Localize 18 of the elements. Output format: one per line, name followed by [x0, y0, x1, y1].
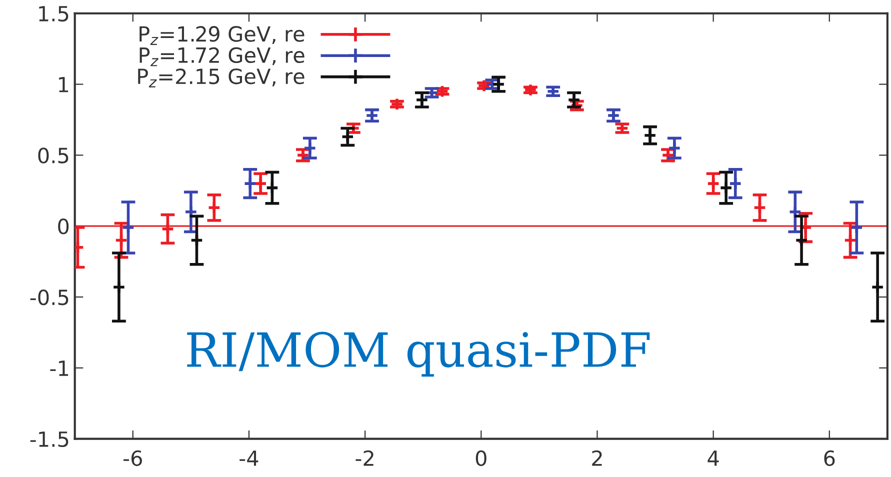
y-tick-label: -0.5 [30, 289, 68, 306]
legend-label: P$_{z}$=2.15 GeV, re [138, 68, 304, 88]
y-tick-label: 0 [58, 218, 69, 234]
y-tick-label: 1.5 [39, 6, 68, 22]
x-tick-label: 4 [708, 450, 719, 466]
annotation: RI/MOM quasi-PDF [187, 332, 650, 377]
x-tick-label: 0 [476, 450, 486, 466]
y-tick-label: -1 [50, 360, 68, 376]
x-tick-label: -4 [240, 450, 258, 466]
legend-label: P$_{z}$=1.72 GeV, re [140, 47, 304, 66]
y-tick-label: 0.5 [38, 148, 68, 164]
legend-label: P$_{z}$=1.29 GeV, re [140, 26, 304, 45]
x-tick-label: 2 [592, 450, 602, 466]
y-tick-label: -1.5 [30, 432, 68, 448]
x-tick-label: -6 [124, 450, 142, 466]
y-tick-label: 1 [59, 76, 68, 92]
x-tick-label: 6 [824, 450, 835, 466]
x-tick-label: -2 [356, 450, 374, 466]
